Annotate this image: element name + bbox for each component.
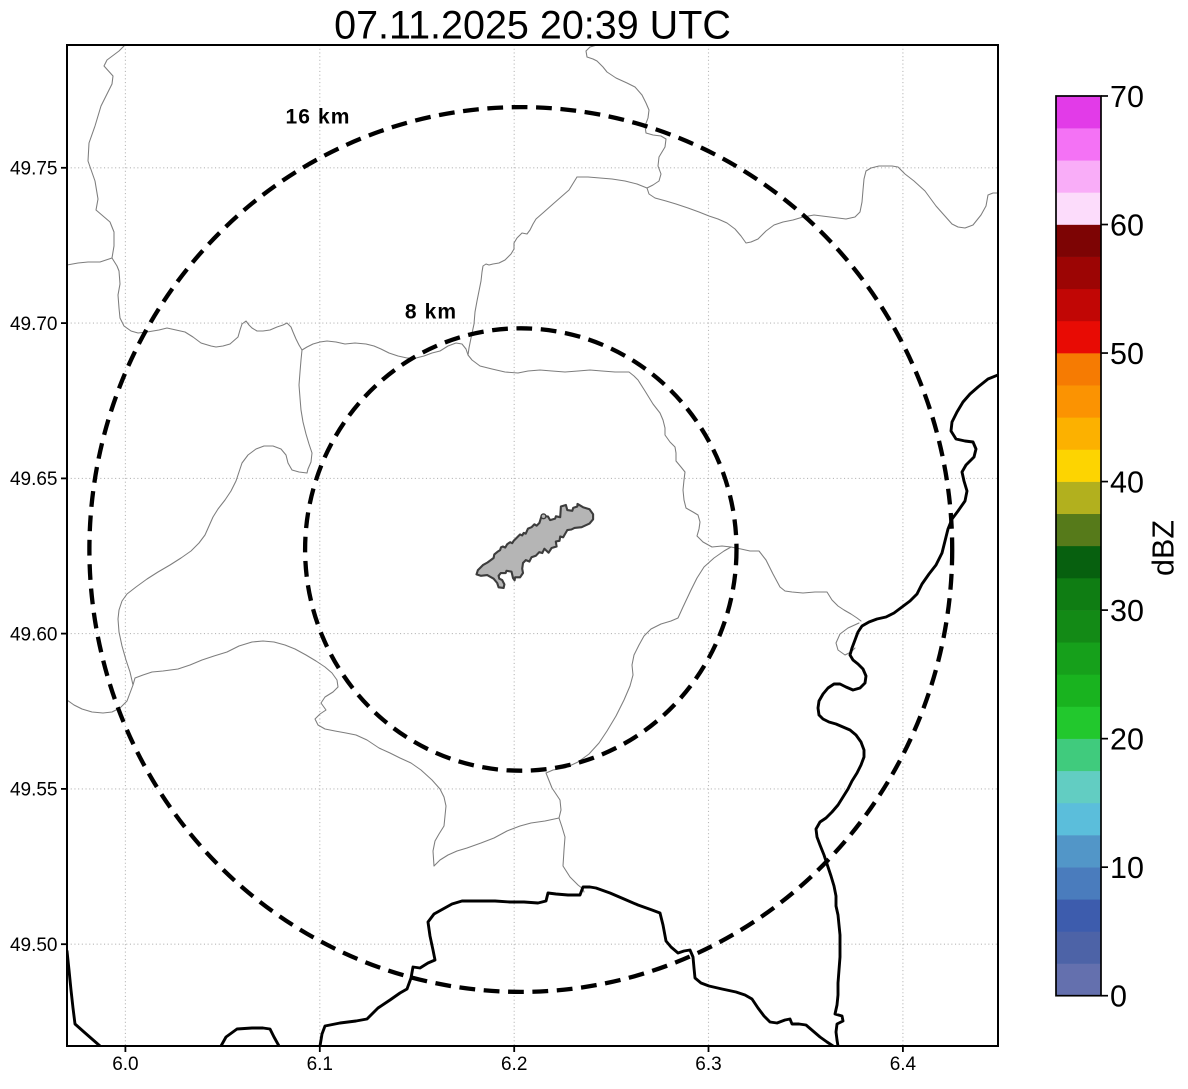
svg-text:6.0: 6.0: [112, 1054, 138, 1075]
svg-text:20: 20: [1110, 722, 1144, 756]
svg-text:49.75: 49.75: [10, 159, 58, 180]
svg-text:70: 70: [1110, 80, 1144, 114]
svg-text:30: 30: [1110, 594, 1144, 628]
svg-text:6.4: 6.4: [890, 1054, 917, 1075]
svg-text:8 km: 8 km: [405, 301, 457, 324]
svg-text:6.3: 6.3: [695, 1054, 721, 1075]
svg-text:10: 10: [1110, 851, 1144, 885]
svg-text:0: 0: [1110, 980, 1127, 1014]
svg-text:49.50: 49.50: [10, 935, 58, 956]
svg-text:07.11.2025 20:39 UTC: 07.11.2025 20:39 UTC: [334, 4, 731, 48]
svg-text:40: 40: [1110, 465, 1144, 499]
svg-text:50: 50: [1110, 337, 1144, 371]
svg-text:60: 60: [1110, 208, 1144, 242]
svg-text:49.70: 49.70: [10, 314, 58, 335]
svg-text:6.2: 6.2: [501, 1054, 527, 1075]
svg-text:49.60: 49.60: [10, 624, 58, 645]
svg-text:6.1: 6.1: [307, 1054, 333, 1075]
svg-text:16 km: 16 km: [285, 106, 350, 129]
svg-text:49.55: 49.55: [10, 780, 58, 801]
svg-text:49.65: 49.65: [10, 469, 58, 490]
svg-text:dBZ: dBZ: [1147, 520, 1181, 576]
